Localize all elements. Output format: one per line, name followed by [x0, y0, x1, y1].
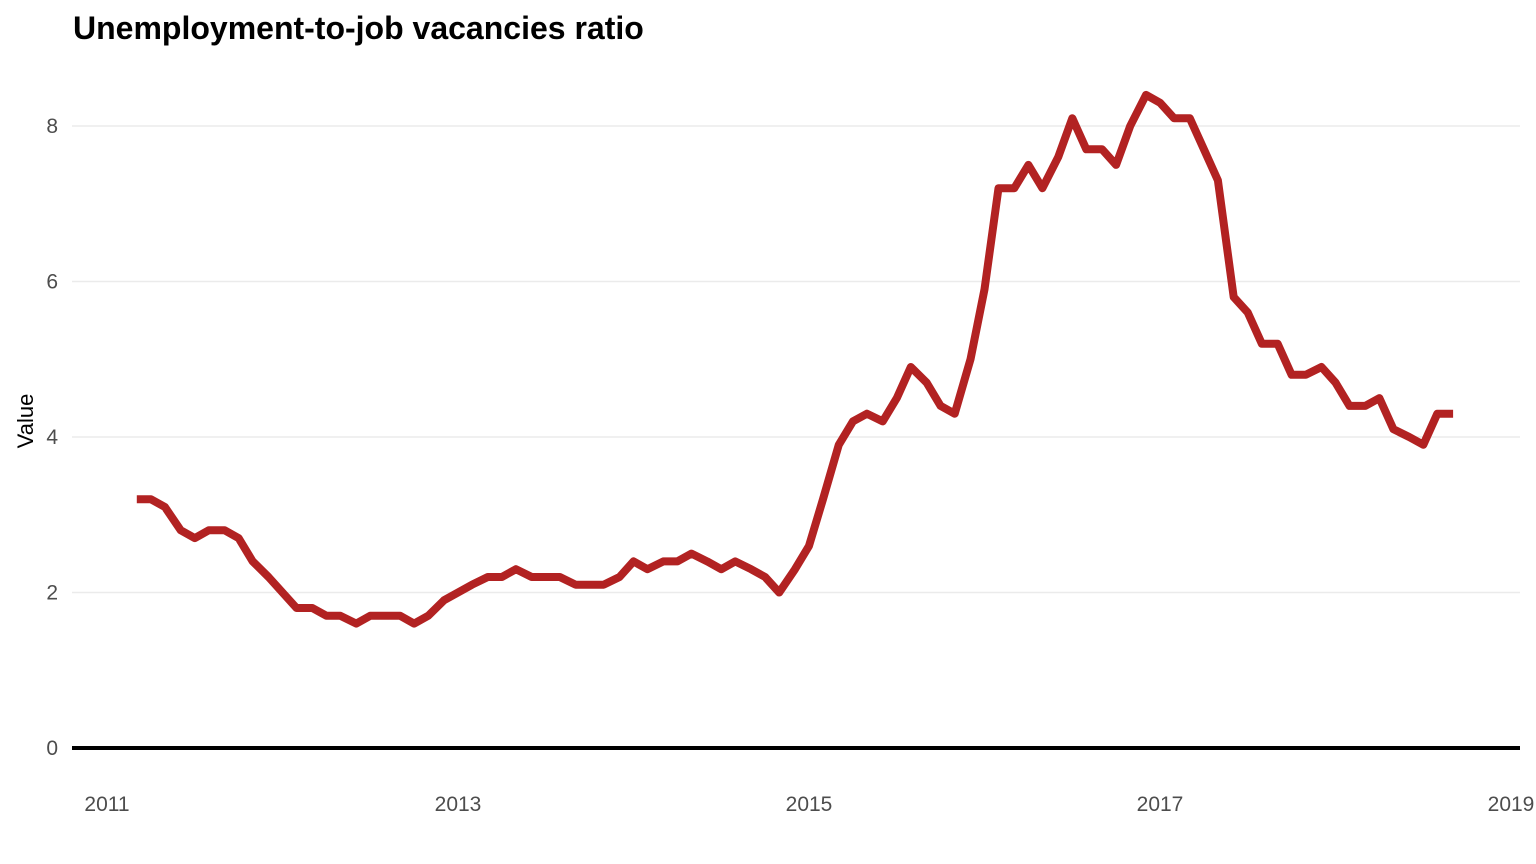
- y-axis-ticks: 0 2 4 6 8: [46, 115, 58, 760]
- x-tick-label: 2017: [1137, 793, 1184, 816]
- chart-title: Unemployment-to-job vacancies ratio: [73, 10, 644, 46]
- x-tick-label: 2011: [84, 793, 129, 816]
- y-tick-label: 8: [46, 115, 58, 138]
- series-lines: [136, 90, 1454, 628]
- series-line-0: [136, 90, 1454, 628]
- x-tick-label: 2019: [1488, 793, 1535, 816]
- gridlines: [72, 125, 1520, 594]
- x-axis-ticks: 2011 2013 2015 2017 2019: [84, 793, 1534, 816]
- y-tick-label: 2: [46, 582, 58, 605]
- x-tick-label: 2013: [435, 793, 482, 816]
- y-axis-title: Value: [13, 394, 38, 449]
- x-tick-label: 2015: [786, 793, 833, 816]
- y-tick-label: 0: [46, 737, 58, 760]
- y-tick-label: 6: [46, 271, 58, 294]
- y-tick-label: 4: [46, 426, 58, 449]
